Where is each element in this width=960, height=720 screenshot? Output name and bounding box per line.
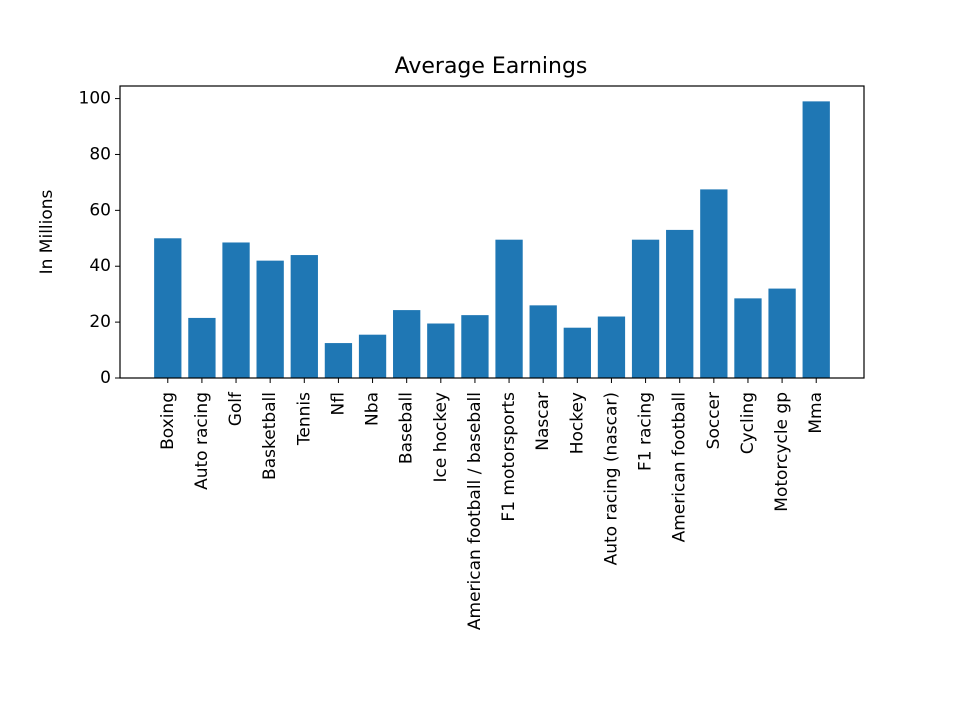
y-tick-label: 80: [89, 144, 111, 164]
x-tick-label: F1 racing: [636, 392, 656, 471]
x-tick-label: Motorcycle gp: [772, 392, 792, 512]
bar-9: [461, 315, 489, 378]
x-tick-label: Nfl: [328, 392, 348, 415]
x-tick-label: American football: [670, 392, 690, 542]
x-axis-ticks: Boxing Auto racing Golf Basketball Tennis Nfl…: [158, 378, 826, 630]
x-tick-label: Golf: [226, 391, 246, 426]
bar-18: [768, 288, 796, 378]
bar-15: [666, 229, 694, 378]
chart-title: Average Earnings: [395, 54, 588, 79]
bar-19: [802, 101, 830, 379]
y-tick-label: 0: [100, 368, 111, 388]
x-tick-label: F1 motorsports: [499, 392, 519, 522]
bar-14: [631, 239, 660, 378]
x-tick-label: Auto racing (nascar): [601, 392, 621, 565]
plot-frame: [119, 85, 865, 379]
bar-12: [563, 327, 591, 378]
y-axis-ticks: 0 20 40 60 80 100: [79, 89, 120, 388]
x-tick-label: Cycling: [738, 392, 758, 454]
y-tick-label: 20: [89, 312, 111, 332]
x-tick-label: Basketball: [260, 392, 280, 480]
bars-group: [154, 101, 830, 379]
bar-7: [393, 310, 421, 378]
x-tick-label: Nascar: [533, 392, 553, 451]
x-tick-label: Tennis: [294, 392, 314, 446]
bar-5: [324, 343, 353, 378]
bar-1: [188, 317, 216, 378]
y-axis-label: In Millions: [37, 189, 57, 274]
bar-10: [495, 239, 523, 378]
bar-0: [154, 238, 182, 378]
bar-6: [358, 334, 387, 378]
bar-2: [222, 242, 250, 378]
x-tick-label: Baseball: [397, 392, 417, 464]
bar-4: [290, 255, 318, 378]
x-tick-label: American football / baseball: [465, 392, 485, 630]
x-tick-label: Soccer: [704, 392, 724, 449]
bar-16: [700, 189, 728, 378]
bar-11: [529, 305, 557, 378]
bar-3: [256, 260, 284, 378]
y-tick-label: 60: [89, 200, 111, 220]
x-tick-label: Ice hockey: [431, 392, 451, 483]
bar-17: [734, 298, 762, 378]
x-tick-label: Hockey: [567, 392, 587, 454]
y-tick-label: 100: [79, 89, 111, 109]
bar-13: [597, 316, 626, 378]
x-tick-label: Boxing: [158, 392, 178, 450]
bar-8: [427, 323, 455, 378]
y-tick-label: 40: [89, 256, 111, 276]
x-tick-label: Auto racing: [192, 392, 212, 490]
x-tick-label: Mma: [806, 392, 826, 434]
x-tick-label: Nba: [363, 392, 383, 426]
